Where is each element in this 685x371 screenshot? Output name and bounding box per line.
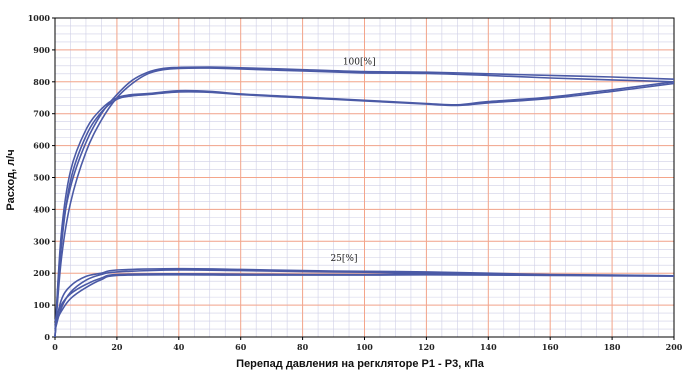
series-line-3: [54, 82, 675, 338]
x-tick-label: 0: [52, 342, 58, 352]
y-tick-label: 1000: [28, 13, 51, 23]
x-tick-label: 140: [480, 342, 497, 352]
annotations: 100[%] 25[%]: [330, 57, 375, 264]
series-line-1: [54, 67, 675, 338]
y-tick-label: 900: [33, 45, 50, 55]
x-tick-label: 20: [111, 342, 123, 352]
x-tick-label: 200: [666, 342, 683, 352]
y-tick-label: 200: [33, 268, 50, 278]
x-axis-label: Перепад давления на регкляторе Р1 - Р3, …: [236, 358, 485, 370]
y-tick-label: 300: [33, 236, 50, 246]
x-tick-label: 80: [297, 342, 309, 352]
x-tick-label: 120: [418, 342, 435, 352]
y-tick-label: 800: [33, 77, 50, 87]
x-tick-label: 40: [173, 342, 185, 352]
series-line-0: [54, 66, 675, 338]
y-tick-label: 500: [33, 173, 50, 183]
series-line-2: [54, 81, 675, 338]
y-tick-label: 0: [44, 332, 50, 342]
annotation-label: 100[%]: [343, 57, 376, 67]
x-tick-label: 160: [542, 342, 559, 352]
x-tick-labels: 0 20 40 60 80 100 120 140 160 180 200: [52, 337, 683, 352]
y-tick-label: 600: [33, 141, 50, 151]
y-tick-label: 100: [33, 300, 50, 310]
series-group: [54, 66, 675, 338]
x-tick-label: 100: [356, 342, 373, 352]
series-line-7: [54, 273, 675, 325]
y-axis-label: Расход, л/ч: [5, 149, 17, 210]
y-tick-label: 400: [33, 204, 50, 214]
x-tick-label: 180: [604, 342, 621, 352]
x-tick-label: 60: [235, 342, 247, 352]
annotation-label: 25[%]: [330, 254, 357, 264]
y-tick-labels: 0 100 200 300 400 500 600 700 800 900 1000: [28, 13, 55, 342]
y-tick-label: 700: [33, 109, 50, 119]
